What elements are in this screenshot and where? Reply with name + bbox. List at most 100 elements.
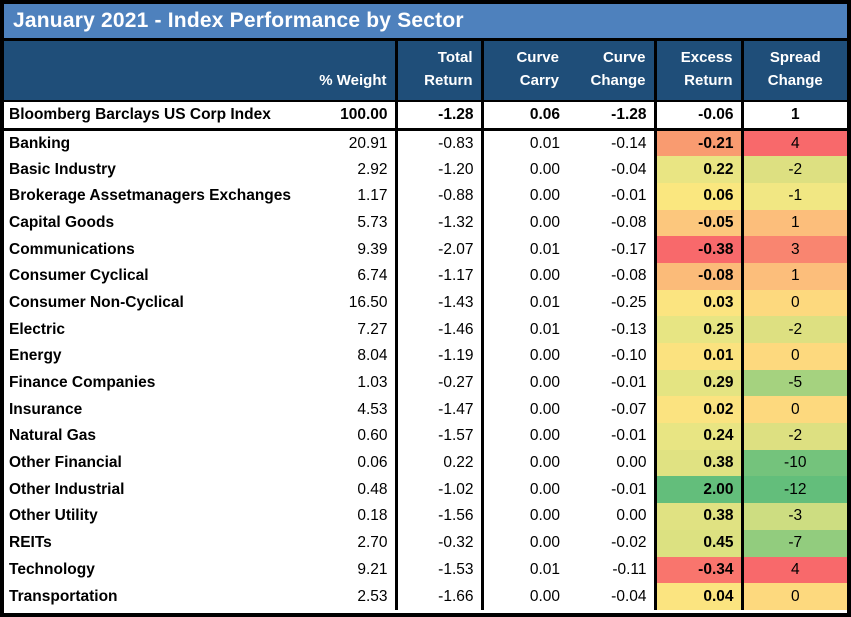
curve-carry-cell: 0.06 (482, 100, 567, 131)
excess-return-cell: 2.00 (655, 476, 744, 504)
excess-return-cell: 0.03 (655, 289, 744, 317)
total-return-cell: -0.88 (396, 182, 484, 210)
spread-change-cell: 0 (742, 289, 847, 317)
curve-carry-cell: 0.00 (482, 182, 567, 210)
curve-change-cell: -0.14 (567, 129, 657, 157)
sector-name-cell: Capital Goods (4, 209, 306, 237)
sector-name-cell: Bloomberg Barclays US Corp Index (4, 100, 306, 131)
total-return-cell: -1.57 (396, 423, 484, 450)
sector-name-cell: Consumer Cyclical (4, 262, 306, 290)
curve-carry-cell: 0.01 (482, 236, 567, 263)
weight-cell: 2.53 (306, 583, 398, 610)
excess-return-cell: 0.04 (655, 583, 744, 610)
total-return-cell: -1.20 (396, 156, 484, 183)
weight-cell: 1.17 (306, 182, 398, 210)
curve-change-cell: -0.01 (567, 423, 657, 450)
table-row: Transportation 2.53 -1.66 0.00 -0.04 0.0… (4, 583, 847, 610)
curve-change-cell: 0.00 (567, 449, 657, 477)
curve-change-cell: -0.08 (567, 262, 657, 290)
title-bar: January 2021 - Index Performance by Sect… (4, 4, 847, 41)
excess-return-cell: 0.38 (655, 449, 744, 477)
curve-change-cell: -0.08 (567, 209, 657, 237)
curve-change-cell: -0.01 (567, 182, 657, 210)
sector-name-cell: Energy (4, 343, 306, 370)
header-excess-return: Excess Return (655, 41, 744, 102)
table-row: Communications 9.39 -2.07 0.01 -0.17 -0.… (4, 236, 847, 263)
total-return-cell: -1.28 (396, 100, 484, 131)
curve-change-cell: -0.17 (567, 236, 657, 263)
curve-carry-cell: 0.01 (482, 556, 567, 584)
table-row: Other Industrial 0.48 -1.02 0.00 -0.01 2… (4, 476, 847, 504)
total-return-cell: -0.27 (396, 369, 484, 397)
weight-cell: 9.39 (306, 236, 398, 263)
excess-return-cell: -0.38 (655, 236, 744, 263)
table-row: Electric 7.27 -1.46 0.01 -0.13 0.25 -2 (4, 316, 847, 343)
spread-change-cell: 1 (742, 209, 847, 237)
sector-name-cell: Technology (4, 556, 306, 584)
sector-name-cell: Communications (4, 236, 306, 263)
spread-change-cell: -10 (742, 449, 847, 477)
weight-cell: 6.74 (306, 262, 398, 290)
excess-return-cell: -0.08 (655, 262, 744, 290)
header-curve-change: Curve Change (567, 41, 657, 102)
header-spread-change: Spread Change (742, 41, 847, 102)
weight-cell: 2.70 (306, 529, 398, 557)
total-return-cell: -1.19 (396, 343, 484, 370)
table-row: Technology 9.21 -1.53 0.01 -0.11 -0.34 4 (4, 556, 847, 584)
sector-name-cell: Finance Companies (4, 369, 306, 397)
sector-name-cell: Brokerage Assetmanagers Exchanges (4, 182, 306, 210)
header-weight: % Weight (306, 41, 398, 102)
table-row: Energy 8.04 -1.19 0.00 -0.10 0.01 0 (4, 343, 847, 370)
excess-return-cell: 0.22 (655, 156, 744, 183)
excess-return-cell: 0.45 (655, 529, 744, 557)
excess-return-cell: -0.06 (655, 100, 744, 131)
sector-name-cell: Consumer Non-Cyclical (4, 289, 306, 317)
curve-change-cell: 0.00 (567, 503, 657, 530)
table-row: Capital Goods 5.73 -1.32 0.00 -0.08 -0.0… (4, 209, 847, 237)
total-return-cell: -1.43 (396, 289, 484, 317)
total-return-cell: -1.56 (396, 503, 484, 530)
spread-change-cell: -2 (742, 423, 847, 450)
weight-cell: 0.48 (306, 476, 398, 504)
table-row: Banking 20.91 -0.83 0.01 -0.14 -0.21 4 (4, 129, 847, 157)
spread-change-cell: -1 (742, 182, 847, 210)
curve-carry-cell: 0.00 (482, 529, 567, 557)
table-row: Brokerage Assetmanagers Exchanges 1.17 -… (4, 182, 847, 210)
sector-name-cell: Other Utility (4, 503, 306, 530)
sector-name-cell: Electric (4, 316, 306, 343)
spread-change-cell: 0 (742, 343, 847, 370)
sector-name-cell: REITs (4, 529, 306, 557)
weight-cell: 16.50 (306, 289, 398, 317)
curve-carry-cell: 0.00 (482, 209, 567, 237)
spread-change-cell: -2 (742, 156, 847, 183)
excess-return-cell: 0.06 (655, 182, 744, 210)
curve-carry-cell: 0.01 (482, 289, 567, 317)
excess-return-cell: 0.01 (655, 343, 744, 370)
sector-name-cell: Basic Industry (4, 156, 306, 183)
excess-return-cell: 0.24 (655, 423, 744, 450)
spread-change-cell: -2 (742, 316, 847, 343)
excess-return-cell: 0.38 (655, 503, 744, 530)
table-row: Natural Gas 0.60 -1.57 0.00 -0.01 0.24 -… (4, 423, 847, 450)
curve-change-cell: -1.28 (567, 100, 657, 131)
total-return-cell: -1.46 (396, 316, 484, 343)
excess-return-cell: -0.34 (655, 556, 744, 584)
excess-return-cell: -0.05 (655, 209, 744, 237)
curve-change-cell: -0.04 (567, 583, 657, 610)
curve-carry-cell: 0.00 (482, 396, 567, 424)
curve-carry-cell: 0.00 (482, 476, 567, 504)
weight-cell: 7.27 (306, 316, 398, 343)
total-return-cell: -0.83 (396, 129, 484, 157)
weight-cell: 4.53 (306, 396, 398, 424)
header-curve-carry: Curve Carry (482, 41, 567, 102)
curve-carry-cell: 0.00 (482, 449, 567, 477)
table-row: Basic Industry 2.92 -1.20 0.00 -0.04 0.2… (4, 156, 847, 183)
curve-change-cell: -0.01 (567, 476, 657, 504)
curve-change-cell: -0.25 (567, 289, 657, 317)
spread-change-cell: 0 (742, 396, 847, 424)
curve-change-cell: -0.07 (567, 396, 657, 424)
total-return-cell: 0.22 (396, 449, 484, 477)
table-body: Banking 20.91 -0.83 0.01 -0.14 -0.21 4 B… (4, 129, 847, 610)
header-weight-label: % Weight (319, 72, 387, 90)
total-return-cell: -1.53 (396, 556, 484, 584)
